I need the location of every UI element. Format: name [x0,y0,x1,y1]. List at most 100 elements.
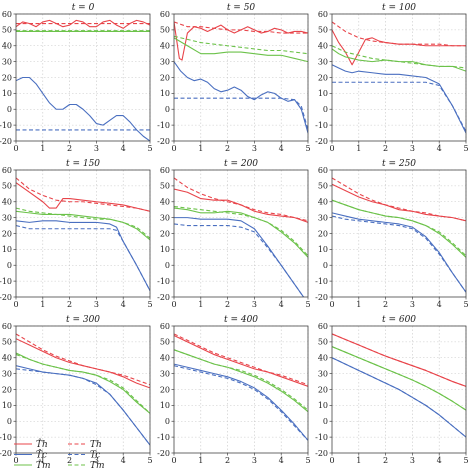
y-tick-label: -10 [315,121,328,130]
panel-6: t = 250 0 1 2 3 4 5 -20 -10 0 10 20 30 40 50 60 [315,159,468,309]
x-tick-label: 1 [198,300,203,309]
panel-title: t = 0 [72,3,95,13]
legend-entry: T̂c [14,449,47,461]
series-m-solid-line [174,349,308,413]
y-tick-label: 0 [323,105,328,114]
y-tick-label: 0 [7,261,12,270]
series-h-dashed-line [332,333,466,387]
plot-frame [173,169,309,298]
y-tick-label: 0 [165,417,170,426]
legend-entry: T̂h [14,438,48,450]
series-h-solid-line [174,21,308,61]
x-tick-label: 1 [40,456,45,465]
y-tick-label: 40 [160,198,170,207]
y-tick-label: 10 [160,401,170,410]
x-tick-label: 2 [383,144,388,153]
panel-5: t = 200 0 1 2 3 4 5 -20 -10 0 10 20 30 40 50 60 [157,159,310,309]
y-tick-label: 30 [160,57,170,66]
series-c-dashed-line [174,223,305,297]
plot-frame [331,169,467,298]
x-tick-label: 5 [305,456,310,465]
x-tick-label: 0 [171,300,176,309]
x-tick-label: 2 [67,144,72,153]
y-tick-label: 10 [2,401,12,410]
series-m-dashed-line [174,35,308,55]
legend-entry: Th [68,440,102,450]
plot-frame [173,13,309,142]
y-tick-label: 20 [160,229,170,238]
series-h-solid-line [16,19,150,29]
series-c-dashed-line [174,365,308,441]
y-tick-label: 0 [165,105,170,114]
y-tick-label: 20 [318,229,328,238]
y-tick-label: -20 [157,137,170,146]
plot-frame [15,169,151,298]
y-tick-label: 50 [2,26,12,35]
series-group [16,19,150,141]
panel-title: t = 400 [224,315,258,325]
y-tick-label: 60 [160,322,170,331]
x-tick-label: 3 [94,300,99,309]
series-m-solid-line [332,48,466,72]
y-tick-label: 30 [2,57,12,66]
panel-4: t = 150 0 1 2 3 4 5 -20 -10 0 10 20 30 40 50 60 [0,159,153,309]
x-tick-label: 3 [94,144,99,153]
y-tick-label: 50 [318,338,328,347]
plot-frame [331,325,467,454]
series-m-solid-line [332,199,466,258]
y-tick-label: 0 [7,105,12,114]
series-m-solid-line [174,207,308,258]
series-c-solid-line [332,212,466,293]
x-tick-label: 3 [252,144,257,153]
y-tick-label: 0 [323,261,328,270]
y-tick-label: 10 [318,89,328,98]
x-tick-label: 0 [329,144,334,153]
legend-label: Tm [90,461,105,471]
y-tick-label: -10 [0,121,12,130]
series-group [174,177,308,297]
x-tick-label: 0 [329,300,334,309]
y-tick-label: -20 [157,293,170,302]
legend-entry: Tm [68,461,105,471]
panel-9: t = 600 0 1 2 3 4 5 -20 -10 0 10 20 30 40 50 60 [315,315,468,465]
y-tick-label: -20 [315,449,328,458]
y-tick-label: 40 [318,198,328,207]
series-c-solid-line [174,363,308,441]
series-m-dashed-line [332,346,466,411]
y-tick-label: 40 [2,42,12,51]
y-tick-label: 10 [2,89,12,98]
y-tick-label: 40 [160,354,170,363]
x-tick-label: 3 [410,456,415,465]
y-tick-label: 0 [323,417,328,426]
y-tick-label: -10 [315,277,328,286]
panel-title: t = 50 [227,3,256,13]
y-tick-label: -20 [157,449,170,458]
y-tick-label: 60 [318,166,328,175]
x-tick-label: 5 [147,456,152,465]
series-c-solid-line [16,76,150,141]
x-tick-label: 0 [329,456,334,465]
legend-label: T̂m [36,459,51,471]
x-tick-label: 4 [121,456,126,465]
y-tick-label: -20 [315,137,328,146]
x-tick-label: 0 [171,144,176,153]
y-tick-label: -20 [315,293,328,302]
y-tick-label: 60 [160,166,170,175]
series-c-solid-line [174,61,308,134]
y-tick-label: 50 [318,26,328,35]
series-h-dashed-line [16,177,150,212]
legend-label: Th [90,440,102,450]
series-m-solid-line [174,37,308,63]
x-tick-label: 0 [13,144,18,153]
series-h-dashed-line [174,177,308,222]
y-tick-label: 20 [2,385,12,394]
y-tick-label: -10 [0,277,12,286]
x-tick-label: 5 [305,144,310,153]
y-tick-label: 50 [318,182,328,191]
y-tick-label: -20 [0,137,12,146]
y-tick-label: 30 [318,369,328,378]
series-h-dashed-line [332,21,466,47]
y-tick-label: 20 [318,385,328,394]
x-tick-label: 1 [40,144,45,153]
